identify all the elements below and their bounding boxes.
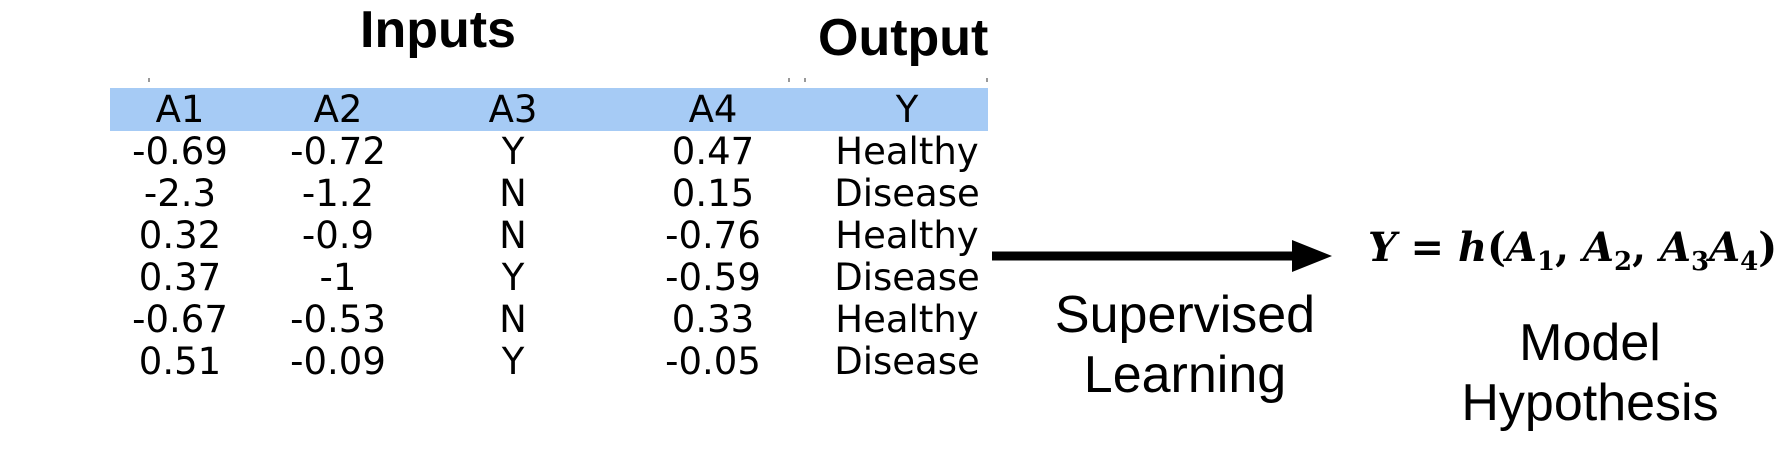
formula-comma: , bbox=[1632, 224, 1660, 271]
formula-subscript: 2 bbox=[1614, 247, 1633, 277]
table-cell: -0.59 bbox=[665, 256, 761, 299]
formula-equals: = bbox=[1396, 224, 1458, 271]
formula-paren-close: ) bbox=[1758, 224, 1778, 271]
table-row: -0.69 -0.72 Y 0.47 Healthy bbox=[110, 131, 988, 173]
table-tick-mark bbox=[788, 78, 790, 82]
table-cell: Healthy bbox=[835, 130, 979, 173]
table-cell: Healthy bbox=[835, 214, 979, 257]
table-row: 0.32 -0.9 N -0.76 Healthy bbox=[110, 215, 988, 257]
table-cell: 0.51 bbox=[138, 340, 222, 383]
column-header-a4: A4 bbox=[600, 88, 826, 131]
table-cell: -0.53 bbox=[290, 298, 386, 341]
column-header-y: Y bbox=[826, 88, 988, 131]
table-cell: 0.33 bbox=[671, 298, 755, 341]
table-cell: -1.2 bbox=[301, 172, 375, 215]
table-cell: -0.69 bbox=[132, 130, 228, 173]
label-line: Supervised bbox=[1054, 286, 1316, 344]
arrow-right-icon bbox=[992, 240, 1332, 272]
table-tick-mark bbox=[804, 78, 806, 82]
table-cell: 0.15 bbox=[671, 172, 755, 215]
column-header-a3: A3 bbox=[426, 88, 600, 131]
arrow-head bbox=[1292, 240, 1332, 272]
formula-subscript: 4 bbox=[1740, 247, 1759, 277]
table-cell: -2.3 bbox=[143, 172, 217, 215]
table-cell: Y bbox=[501, 256, 525, 299]
column-header-a1: A1 bbox=[110, 88, 250, 131]
table-cell: -0.67 bbox=[132, 298, 228, 341]
table-row: 0.51 -0.09 Y -0.05 Disease bbox=[110, 341, 988, 383]
table-cell: 0.32 bbox=[138, 214, 222, 257]
formula-a: A bbox=[1659, 224, 1692, 271]
table-cell: -0.09 bbox=[290, 340, 386, 383]
formula-a: A bbox=[1709, 224, 1741, 271]
table-row: 0.37 -1 Y -0.59 Disease bbox=[110, 257, 988, 299]
formula-h: h bbox=[1457, 224, 1488, 271]
formula-paren-open: ( bbox=[1487, 224, 1506, 271]
table-cell: Y bbox=[501, 130, 525, 173]
formula-y: Y bbox=[1368, 224, 1397, 271]
supervised-learning-label: Supervised Learning bbox=[1020, 286, 1350, 406]
table-cell: -0.05 bbox=[665, 340, 761, 383]
formula-subscript: 3 bbox=[1691, 247, 1710, 277]
table-cell: Y bbox=[501, 340, 525, 383]
table-cell: 0.47 bbox=[671, 130, 755, 173]
table-cell: -1 bbox=[319, 256, 357, 299]
table-cell: Healthy bbox=[835, 298, 979, 341]
table-cell: -0.76 bbox=[665, 214, 761, 257]
formula-comma: , bbox=[1555, 224, 1583, 271]
table-cell: -0.9 bbox=[301, 214, 375, 257]
model-hypothesis-label: Model Hypothesis bbox=[1440, 314, 1740, 434]
table-tick-mark bbox=[148, 78, 150, 82]
table-row: -2.3 -1.2 N 0.15 Disease bbox=[110, 173, 988, 215]
table-cell: Disease bbox=[834, 256, 980, 299]
table-cell: N bbox=[499, 214, 527, 257]
table-cell: N bbox=[499, 298, 527, 341]
label-line: Hypothesis bbox=[1461, 373, 1719, 432]
table-cell: Disease bbox=[834, 172, 980, 215]
table-cell: -0.72 bbox=[290, 130, 386, 173]
column-header-a2: A2 bbox=[250, 88, 426, 131]
table-cell: N bbox=[499, 172, 527, 215]
output-heading: Output bbox=[818, 9, 989, 67]
formula-a: A bbox=[1505, 224, 1538, 271]
table-cell: 0.37 bbox=[138, 256, 222, 299]
inputs-heading: Inputs bbox=[360, 1, 516, 59]
table-header-row: A1 A2 A3 A4 Y bbox=[110, 88, 988, 131]
data-table: A1 A2 A3 A4 Y -0.69 -0.72 Y 0.47 Healthy… bbox=[110, 88, 988, 383]
label-line: Model bbox=[1519, 314, 1661, 372]
table-cell: Disease bbox=[834, 340, 980, 383]
formula-subscript: 1 bbox=[1537, 247, 1556, 277]
table-tick-mark bbox=[986, 78, 988, 82]
formula-a: A bbox=[1582, 224, 1615, 271]
hypothesis-formula: Y = h(A1, A2, A3A4) bbox=[1368, 224, 1777, 277]
label-line: Learning bbox=[1083, 345, 1287, 404]
table-row: -0.67 -0.53 N 0.33 Healthy bbox=[110, 299, 988, 341]
